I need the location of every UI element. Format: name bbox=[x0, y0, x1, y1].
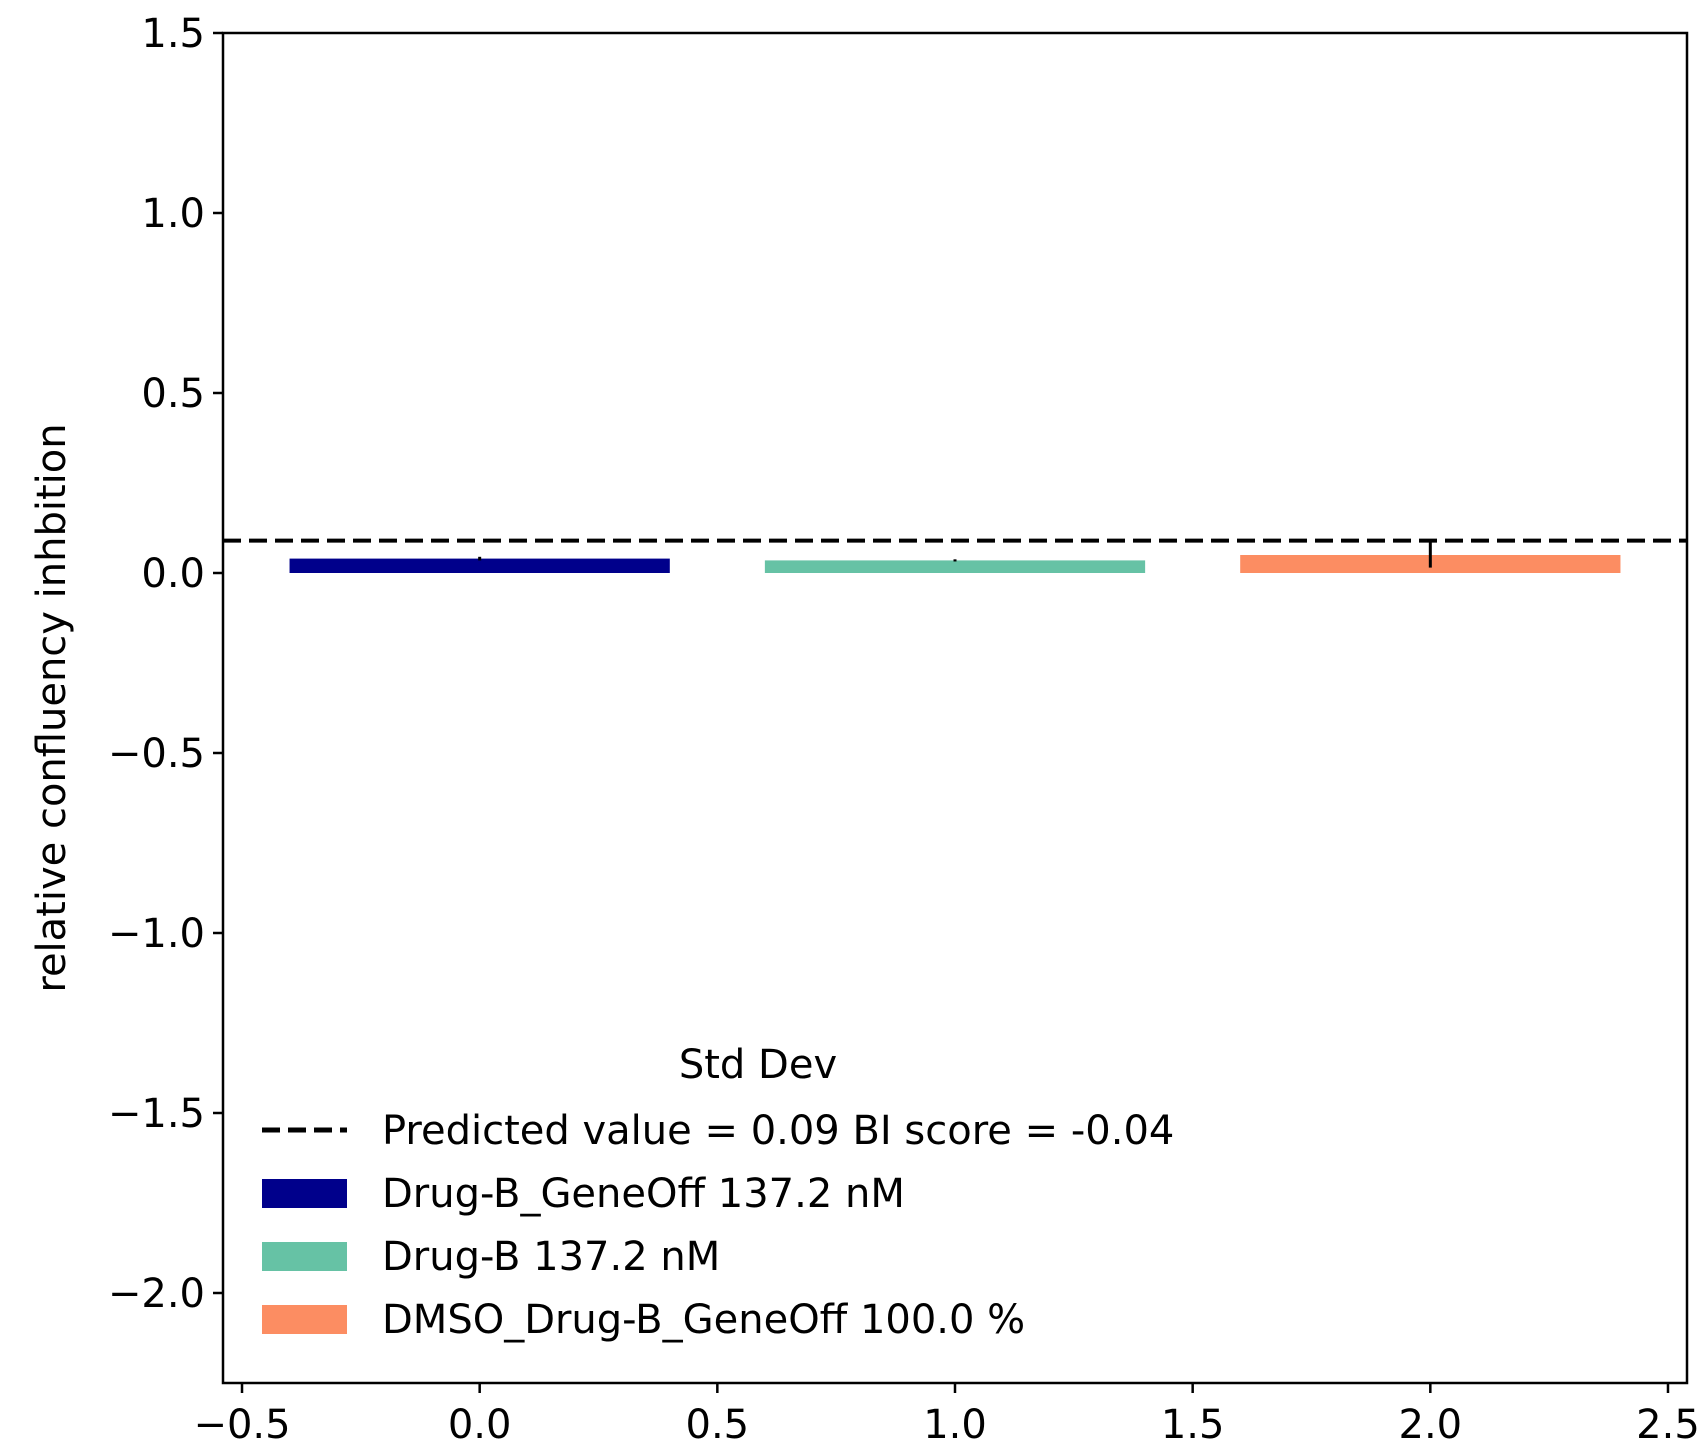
x-tick-label-6: 2.5 bbox=[1636, 1402, 1700, 1448]
bar-0 bbox=[289, 558, 670, 573]
y-axis: 1.5 1.0 0.5 0.0 −0.5 −1.0 −1.5 −2.0 bbox=[108, 11, 223, 1317]
y-tick-label-3: 0.0 bbox=[141, 551, 205, 597]
x-tick-label-5: 2.0 bbox=[1399, 1402, 1463, 1448]
x-axis: −0.5 0.0 0.5 1.0 1.5 2.0 2.5 bbox=[193, 1383, 1700, 1448]
legend-label-drug-b: Drug-B 137.2 nM bbox=[382, 1234, 720, 1280]
legend-swatch-dmso bbox=[262, 1305, 347, 1334]
x-tick-label-3: 1.0 bbox=[923, 1402, 987, 1448]
y-tick-label-6: −1.5 bbox=[108, 1091, 205, 1137]
x-tick-label-1: 0.0 bbox=[448, 1402, 512, 1448]
legend-label-dmso: DMSO_Drug-B_GeneOff 100.0 % bbox=[382, 1297, 1025, 1343]
x-tick-label-4: 1.5 bbox=[1161, 1402, 1225, 1448]
legend-swatch-drug-b-geneoff bbox=[262, 1179, 347, 1208]
y-tick-label-7: −2.0 bbox=[108, 1271, 205, 1317]
x-tick-label-0: −0.5 bbox=[193, 1402, 290, 1448]
x-tick-label-2: 0.5 bbox=[686, 1402, 750, 1448]
y-tick-label-5: −1.0 bbox=[108, 911, 205, 957]
legend-title: Std Dev bbox=[679, 1042, 837, 1088]
y-axis-label: relative confluency inhbition bbox=[29, 423, 75, 992]
legend-reference-line-label: Predicted value = 0.09 BI score = -0.04 bbox=[382, 1108, 1174, 1154]
y-tick-label-4: −0.5 bbox=[108, 731, 205, 777]
y-tick-label-0: 1.5 bbox=[141, 11, 205, 57]
legend: Std Dev Predicted value = 0.09 BI score … bbox=[262, 1042, 1174, 1343]
legend-label-drug-b-geneoff: Drug-B_GeneOff 137.2 nM bbox=[382, 1171, 905, 1217]
legend-swatch-drug-b bbox=[262, 1242, 347, 1271]
plot-marks bbox=[223, 538, 1687, 573]
bar-1 bbox=[764, 560, 1146, 573]
y-tick-label-1: 1.0 bbox=[141, 191, 205, 237]
y-tick-label-2: 0.5 bbox=[141, 371, 205, 417]
